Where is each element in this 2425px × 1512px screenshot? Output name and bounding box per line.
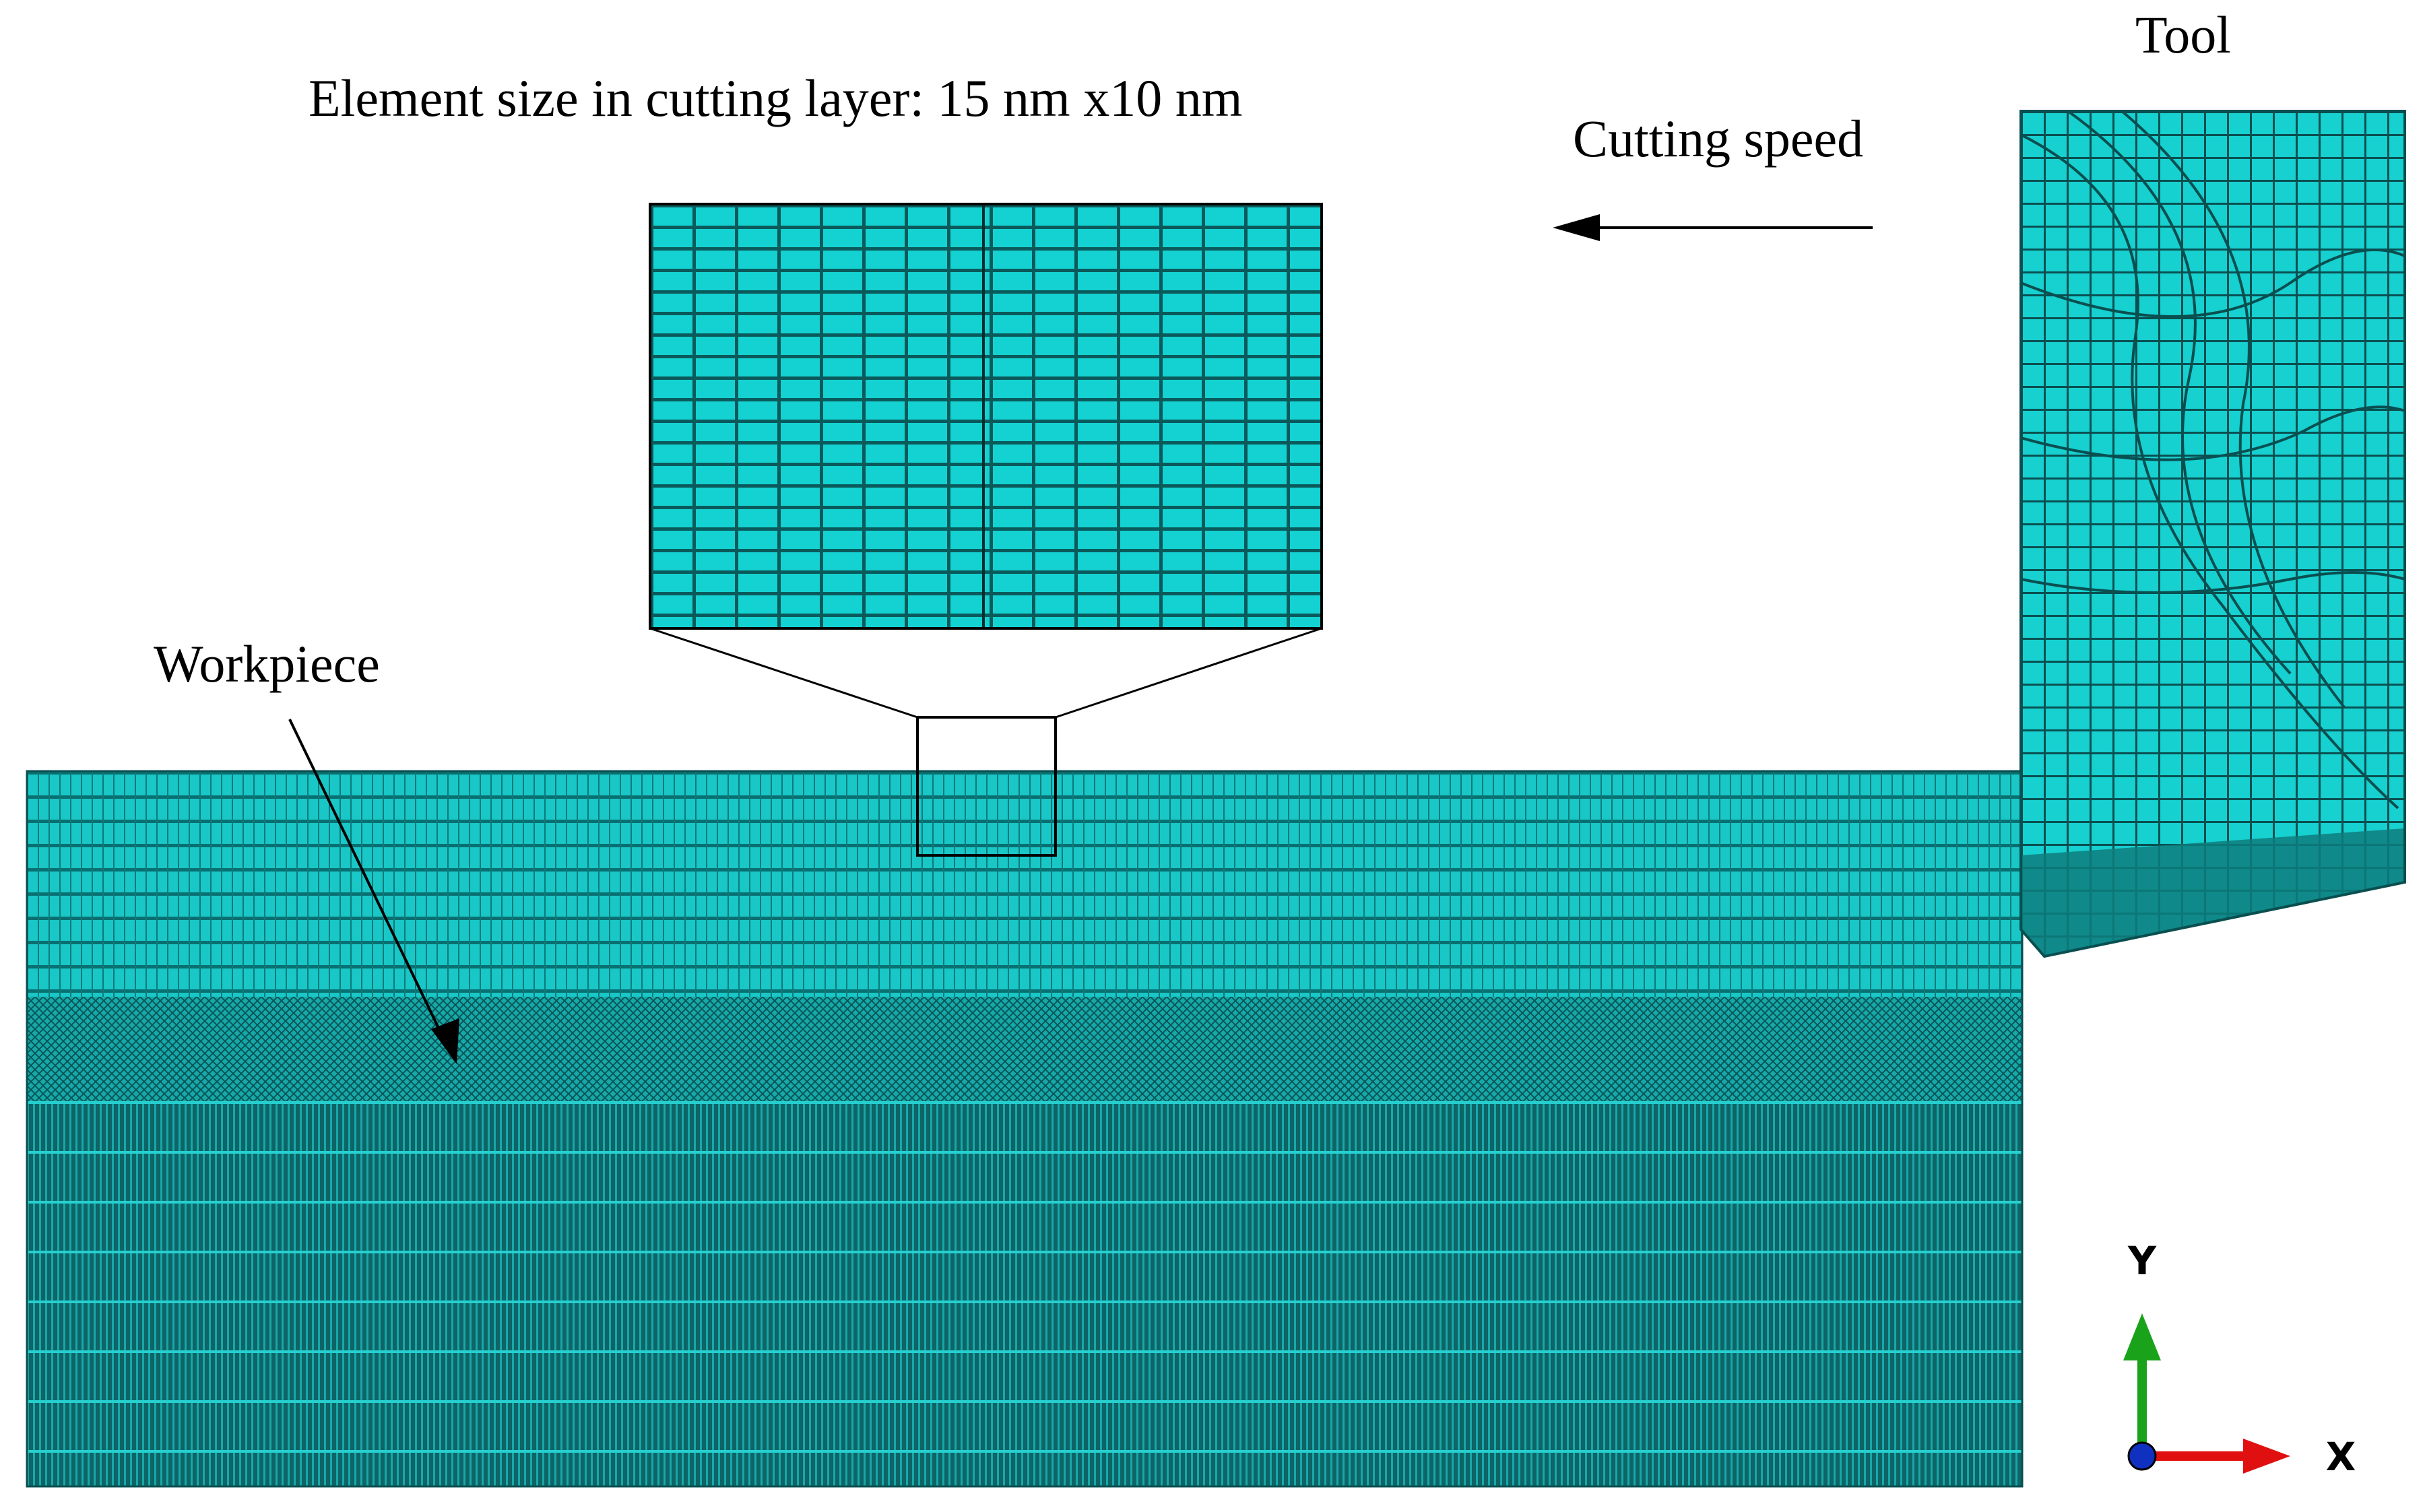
- tool-label: Tool: [2135, 5, 2231, 64]
- cutting-speed-arrow: [1553, 214, 1873, 241]
- magnified-mesh-inset: [649, 203, 1323, 630]
- workpiece-mesh: [26, 770, 2024, 1488]
- element-size-label: Element size in cutting layer: 15 nm x10…: [309, 69, 1242, 127]
- workpiece-transition-layer: [27, 997, 2022, 1101]
- x-axis-label: X: [2326, 1434, 2356, 1480]
- coordinate-triad: Y X: [2123, 1238, 2356, 1480]
- tool-mesh: [2019, 110, 2406, 958]
- cutting-speed-label: Cutting speed: [1573, 109, 1863, 168]
- workpiece-pointer-arrow: [288, 719, 459, 1064]
- zoom-region-box: [916, 716, 1057, 857]
- y-axis-label: Y: [2127, 1238, 2157, 1284]
- zoom-connector-lines: [649, 627, 1322, 719]
- workpiece-upper-layer: [27, 771, 2022, 997]
- workpiece-lower-layer: [27, 1101, 2022, 1486]
- workpiece-label: Workpiece: [154, 634, 380, 693]
